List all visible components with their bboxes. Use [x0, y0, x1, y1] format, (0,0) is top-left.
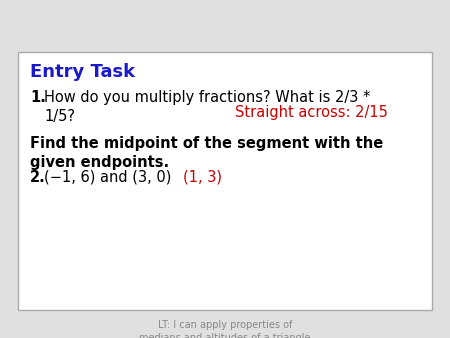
Text: 2.: 2. — [30, 170, 46, 185]
Text: Straight across: 2/15: Straight across: 2/15 — [235, 105, 388, 120]
Text: Find the midpoint of the segment with the
given endpoints.: Find the midpoint of the segment with th… — [30, 136, 383, 170]
FancyBboxPatch shape — [18, 52, 432, 310]
Text: LT: I can apply properties of
medians and altitudes of a triangle: LT: I can apply properties of medians an… — [139, 320, 311, 338]
Text: (1, 3): (1, 3) — [183, 170, 222, 185]
Text: 1.: 1. — [30, 90, 46, 105]
Text: Entry Task: Entry Task — [30, 63, 135, 81]
Text: (−1, 6) and (3, 0): (−1, 6) and (3, 0) — [44, 170, 176, 185]
Text: How do you multiply fractions? What is 2/3 *
1/5?: How do you multiply fractions? What is 2… — [44, 90, 370, 124]
